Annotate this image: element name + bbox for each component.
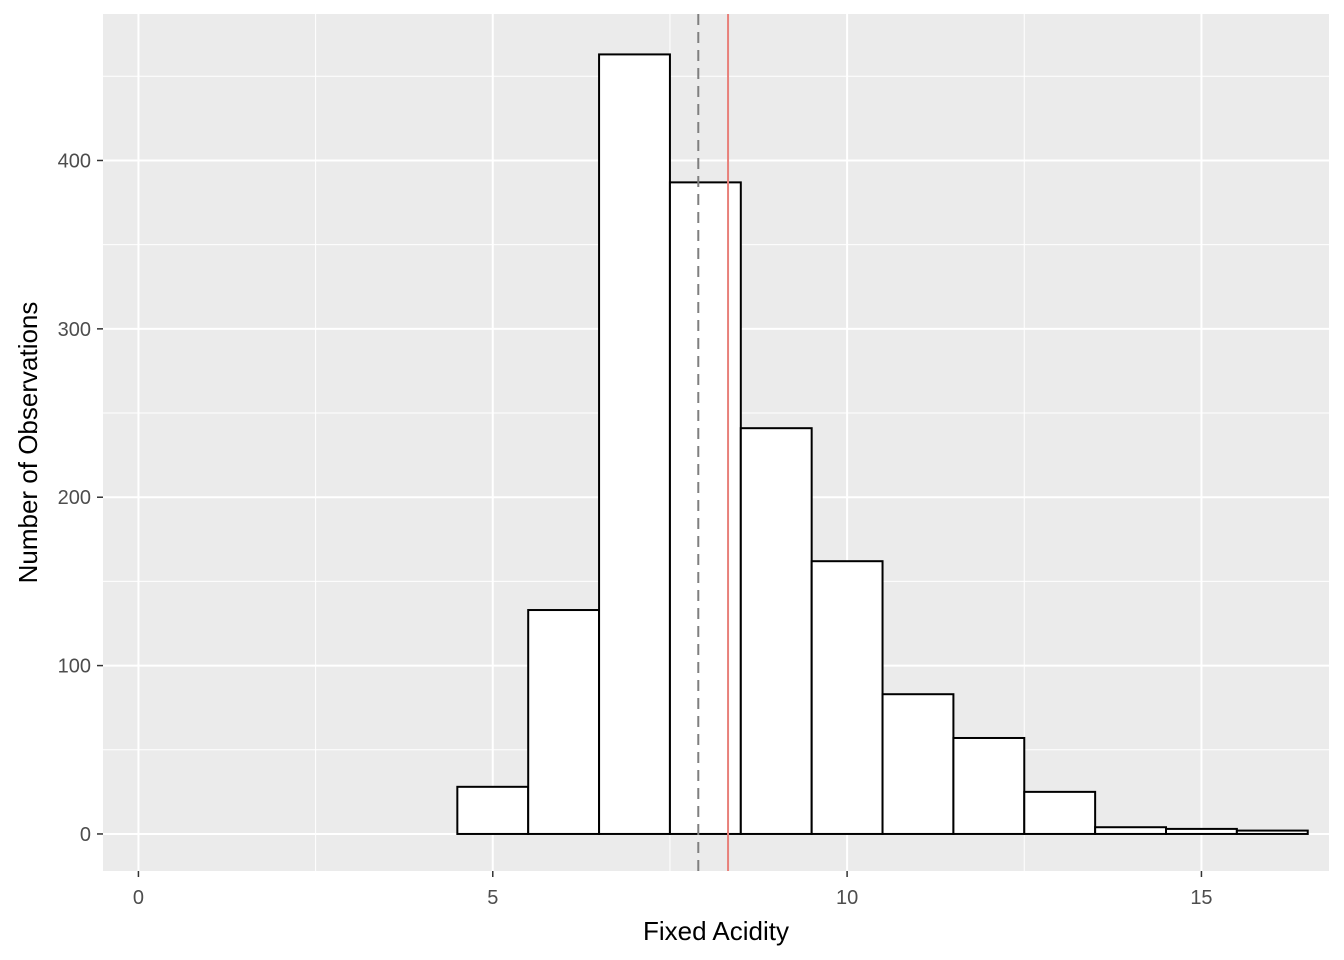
x-tick-label: 10 bbox=[836, 887, 858, 909]
histogram-bar bbox=[527, 609, 601, 835]
histogram-bar bbox=[598, 53, 671, 835]
histogram-bar bbox=[1094, 826, 1168, 835]
y-tick-label: 400 bbox=[58, 150, 91, 172]
histogram-bar bbox=[1023, 790, 1097, 835]
y-tick-label: 0 bbox=[80, 824, 91, 846]
histogram-bar bbox=[810, 560, 884, 835]
reference-lines bbox=[697, 14, 730, 871]
histogram-bar bbox=[1235, 829, 1309, 835]
y-tick-label: 200 bbox=[58, 487, 91, 509]
y-tick-label: 300 bbox=[58, 319, 91, 341]
histogram-bar bbox=[952, 736, 1026, 835]
histogram-bar bbox=[739, 427, 813, 835]
histogram-bar bbox=[881, 693, 955, 835]
histogram-bar bbox=[668, 181, 742, 835]
y-axis-ticks: 0 100 200 300 400 bbox=[58, 150, 103, 846]
histogram-bar bbox=[456, 785, 530, 835]
x-tick-label: 0 bbox=[133, 887, 144, 909]
y-tick-label: 100 bbox=[58, 656, 91, 678]
histogram-bars bbox=[456, 53, 1309, 835]
x-axis-title: Fixed Acidity bbox=[643, 916, 789, 946]
histogram-bar bbox=[1165, 827, 1238, 835]
x-axis-ticks: 0 5 10 15 bbox=[133, 871, 1213, 909]
x-tick-label: 15 bbox=[1190, 887, 1212, 909]
y-axis-title: Number of Observations bbox=[13, 302, 43, 584]
x-tick-label: 5 bbox=[487, 887, 498, 909]
